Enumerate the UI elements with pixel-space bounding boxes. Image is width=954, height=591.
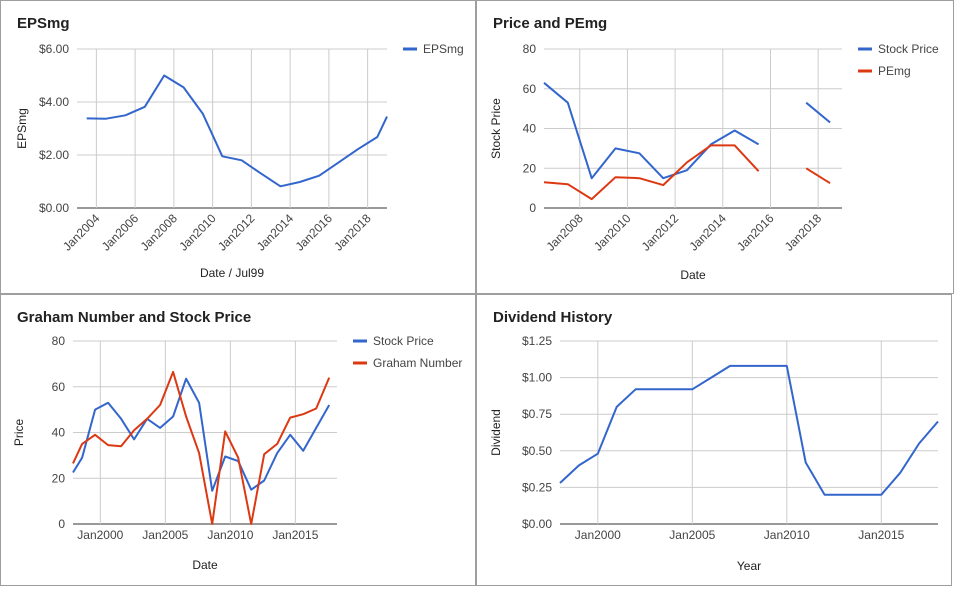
x-tick-label: Jan2006 (99, 211, 142, 254)
x-tick-label: Jan2014 (254, 211, 297, 254)
x-tick-label: Jan2000 (575, 528, 621, 542)
y-tick-label: $2.00 (39, 148, 69, 162)
y-tick-label: $0.00 (522, 517, 552, 531)
y-axis-label: Stock Price (489, 98, 503, 159)
legend-label: EPSmg (423, 42, 464, 56)
series-line-stock-price (805, 101, 831, 124)
y-tick-label: 80 (52, 334, 66, 348)
series-line-stock-price (543, 82, 760, 180)
legend-label: Stock Price (878, 42, 939, 56)
x-tick-label: Jan2014 (686, 211, 729, 254)
y-tick-label: $1.25 (522, 334, 552, 348)
x-tick-label: Jan2012 (639, 211, 682, 254)
x-tick-label: Jan2010 (591, 211, 634, 254)
chart-title: EPSmg (17, 15, 70, 32)
series-line-graham-number (72, 370, 331, 525)
chart-title: Graham Number and Stock Price (17, 309, 252, 326)
x-tick-label: Jan2010 (176, 211, 219, 254)
legend-label: Stock Price (373, 334, 434, 348)
y-tick-label: 80 (523, 42, 537, 56)
price-chart-panel: Price and PEmg 0 20 40 60 80 Jan2008 Jan2010 Ja… (476, 0, 954, 294)
legend-label: PEmg (878, 64, 911, 78)
y-tick-label: 0 (529, 201, 536, 215)
graham-chart: 0 20 40 60 80 Jan2000 Jan2005 Jan2010 Jan2015 Dat… (12, 334, 462, 572)
y-tick-label: $1.00 (522, 371, 552, 385)
series-line-epsmg (86, 74, 388, 188)
x-tick-label: Jan2008 (138, 211, 181, 254)
y-tick-label: $4.00 (39, 95, 69, 109)
y-tick-label: 60 (52, 380, 66, 394)
x-tick-label: Jan2000 (77, 528, 123, 542)
y-tick-label: $0.75 (522, 407, 552, 421)
eps-chart-panel: EPSmg $0.00 $2.00 $4.00 $6.00 Jan2004 Jan2006… (0, 0, 476, 294)
x-tick-label: Jan2018 (782, 211, 825, 254)
y-axis-label: EPSmg (15, 108, 29, 149)
eps-chart: $0.00 $2.00 $4.00 $6.00 Jan2004Jan2006Jan200… (15, 42, 464, 280)
dividend-chart-panel: Dividend History $0.00 $0.25 $0.50 $0.75 $1.… (476, 294, 952, 586)
x-tick-label: Jan2010 (207, 528, 253, 542)
y-axis-label: Price (12, 419, 26, 447)
x-axis-label: Year (737, 559, 761, 573)
y-axis-label: Dividend (489, 409, 503, 456)
x-tick-label: Jan2016 (293, 211, 336, 254)
y-tick-label: $0.50 (522, 444, 552, 458)
y-tick-label: 20 (523, 161, 537, 175)
dividend-chart: $0.00 $0.25 $0.50 $0.75 $1.00 $1.25 Jan2000 Jan… (489, 334, 939, 573)
legend-label: Graham Number (373, 356, 462, 370)
x-tick-label: Jan2015 (858, 528, 904, 542)
y-tick-label: $6.00 (39, 42, 69, 56)
x-axis-label: Date (680, 268, 706, 282)
x-axis-label: Date / Jul99 (200, 266, 264, 280)
y-tick-label: 40 (52, 426, 66, 440)
x-tick-label: Jan2005 (669, 528, 715, 542)
chart-title: Price and PEmg (493, 15, 608, 32)
y-tick-label: $0.00 (39, 201, 69, 215)
x-tick-label: Jan2005 (142, 528, 188, 542)
y-tick-label: $0.25 (522, 480, 552, 494)
y-tick-label: 20 (52, 471, 66, 485)
graham-chart-panel: Graham Number and Stock Price 0 20 40 60 80 J… (0, 294, 476, 586)
y-tick-label: 40 (523, 122, 537, 136)
series-line-pemg (543, 144, 760, 201)
y-tick-label: 60 (523, 82, 537, 96)
x-axis-label: Date (192, 558, 218, 572)
x-tick-label: Jan2016 (734, 211, 777, 254)
x-tick-label: Jan2012 (215, 211, 258, 254)
series-line-stock-price (72, 377, 331, 492)
chart-title: Dividend History (493, 309, 613, 326)
series-line-pemg (805, 167, 831, 185)
x-tick-label: Jan2004 (60, 211, 103, 254)
series-line-dividend (559, 364, 939, 496)
x-tick-label: Jan2008 (543, 211, 586, 254)
y-tick-label: 0 (58, 517, 65, 531)
x-tick-label: Jan2010 (764, 528, 810, 542)
x-tick-label: Jan2015 (272, 528, 318, 542)
x-tick-label: Jan2018 (331, 211, 374, 254)
